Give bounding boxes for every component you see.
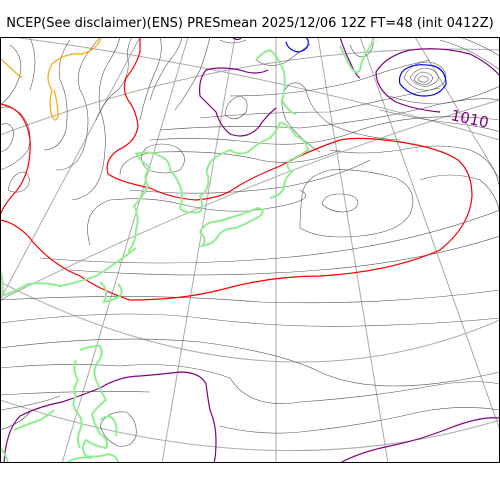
isobar: [0, 289, 500, 304]
parallel: [19, 37, 500, 141]
isobar-1010: [375, 48, 500, 113]
isobar: [419, 174, 500, 221]
isobar: [219, 407, 500, 434]
isobar: [409, 67, 439, 87]
coastline: [99, 281, 123, 304]
isobar: [459, 37, 500, 57]
meridian: [359, 37, 500, 431]
isobar: [299, 169, 414, 238]
isobar: [0, 391, 151, 396]
isobar: [99, 411, 137, 447]
isobar: [0, 44, 22, 106]
isobar: [281, 82, 401, 153]
parallel: [0, 399, 500, 452]
isobar: [139, 37, 162, 121]
meridian: [61, 37, 189, 463]
isobar: [0, 123, 15, 153]
isobar: [255, 43, 311, 66]
isobar: [149, 37, 183, 101]
isobar-1020: [49, 89, 59, 121]
isobar-1010: [339, 37, 361, 79]
isobar: [7, 171, 30, 193]
isobar: [55, 37, 101, 171]
isobar: [0, 395, 61, 411]
isobar-1010: [199, 67, 277, 137]
coastline: [199, 206, 264, 248]
isobar-1010: [339, 417, 500, 463]
coastline: [0, 247, 137, 298]
isobar: [0, 338, 500, 387]
isobar: [159, 98, 500, 131]
isobar: [439, 39, 500, 71]
coastline: [127, 121, 281, 253]
isobar-1015: [0, 103, 31, 217]
isobar: [403, 61, 447, 91]
isobar: [417, 75, 429, 83]
isobar: [43, 39, 71, 151]
isobar: [149, 116, 500, 145]
isobar: [87, 189, 306, 246]
coastline: [99, 415, 118, 437]
isobar: [199, 87, 441, 119]
meridian: [317, 37, 389, 463]
isobar: [224, 95, 248, 120]
isobar: [229, 59, 431, 97]
isobar: [219, 39, 247, 44]
isobar: [321, 193, 359, 213]
colored-isobars: [0, 37, 500, 463]
isobar-1010: [3, 371, 217, 463]
coastline: [13, 409, 55, 431]
coastlines: [0, 37, 375, 463]
isobar: [389, 85, 500, 105]
coastline: [339, 37, 375, 74]
isobar: [329, 145, 500, 191]
isobar: [413, 71, 433, 85]
isobar-1020: [47, 37, 103, 91]
meridian: [414, 37, 500, 181]
isobar: [69, 235, 500, 276]
isobar: [71, 37, 121, 201]
isobar: [174, 37, 211, 111]
isobar-low: [398, 64, 447, 97]
coastline: [269, 121, 310, 199]
isobar: [0, 313, 500, 327]
isobar: [0, 364, 500, 404]
isobar: [29, 37, 36, 91]
meridian: [161, 37, 236, 463]
coastline: [255, 48, 297, 115]
map-frame: 1010: [0, 37, 500, 463]
isobar-1020: [0, 57, 23, 79]
isobar: [95, 37, 133, 121]
coastline: [79, 344, 119, 463]
isobar: [349, 37, 374, 58]
isobar: [0, 411, 31, 431]
pressure-map: 1010: [0, 37, 500, 463]
isobar: [119, 149, 341, 176]
meridian: [0, 37, 141, 301]
map-title: NCEP(See disclaimer)(ENS) PRESmean 2025/…: [6, 16, 494, 31]
coastline: [65, 456, 93, 463]
isobar: [379, 109, 500, 133]
coastline: [72, 359, 83, 449]
isobar-1015: [0, 37, 473, 301]
